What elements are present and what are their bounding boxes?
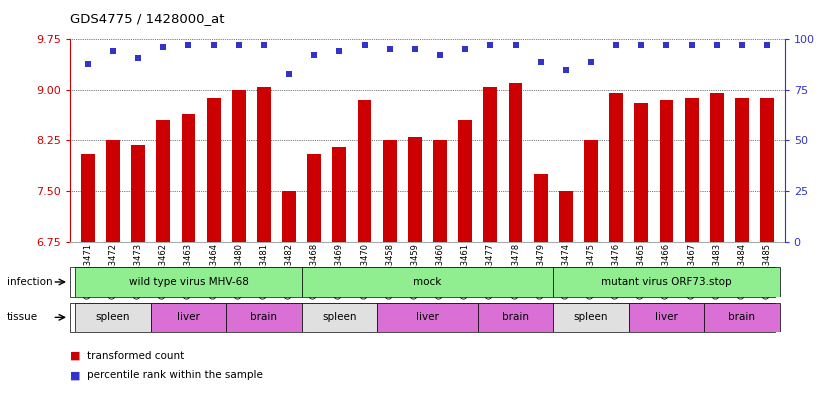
Text: tissue: tissue — [7, 312, 38, 322]
Point — [182, 42, 195, 48]
Text: brain: brain — [502, 312, 529, 322]
Text: liver: liver — [416, 312, 439, 322]
Bar — [156, 120, 170, 242]
Text: mock: mock — [413, 277, 442, 287]
Text: wild type virus MHV-68: wild type virus MHV-68 — [129, 277, 249, 287]
Bar — [659, 100, 673, 242]
Bar — [382, 140, 396, 242]
Bar — [553, 267, 780, 297]
Text: spleen: spleen — [322, 312, 357, 322]
Text: percentile rank within the sample: percentile rank within the sample — [87, 370, 263, 380]
Bar — [629, 303, 705, 332]
Point — [534, 59, 548, 65]
Bar — [131, 145, 145, 242]
Point — [232, 42, 245, 48]
Point — [710, 42, 724, 48]
Bar — [477, 303, 553, 332]
Bar — [685, 98, 699, 242]
Bar — [301, 303, 377, 332]
Point — [610, 42, 623, 48]
Bar — [301, 267, 553, 297]
Bar — [150, 303, 226, 332]
Point — [307, 52, 320, 59]
Point — [107, 48, 120, 55]
Bar — [553, 303, 629, 332]
Text: GDS4775 / 1428000_at: GDS4775 / 1428000_at — [70, 12, 225, 25]
Bar — [282, 191, 296, 242]
Bar — [358, 100, 372, 242]
Text: liver: liver — [655, 312, 678, 322]
Point — [383, 46, 396, 53]
Point — [634, 42, 648, 48]
Point — [660, 42, 673, 48]
Point — [484, 42, 497, 48]
Point — [434, 52, 447, 59]
Point — [761, 42, 774, 48]
Point — [358, 42, 371, 48]
Bar — [710, 93, 724, 242]
Bar — [760, 98, 774, 242]
Bar — [307, 154, 321, 242]
Point — [207, 42, 221, 48]
Bar — [257, 86, 271, 242]
Bar — [433, 140, 447, 242]
Point — [584, 59, 597, 65]
Text: mutant virus ORF73.stop: mutant virus ORF73.stop — [601, 277, 732, 287]
Text: spleen: spleen — [96, 312, 131, 322]
Point — [735, 42, 748, 48]
Bar — [182, 114, 196, 242]
Bar — [232, 90, 245, 242]
Bar — [226, 303, 301, 332]
Point — [333, 48, 346, 55]
Bar — [106, 140, 120, 242]
Bar — [483, 86, 497, 242]
Bar — [509, 83, 522, 242]
Point — [408, 46, 421, 53]
Point — [131, 54, 145, 61]
Text: spleen: spleen — [574, 312, 608, 322]
Text: brain: brain — [729, 312, 756, 322]
Text: ■: ■ — [70, 351, 84, 361]
Bar — [584, 140, 598, 242]
Bar — [610, 93, 623, 242]
Text: ■: ■ — [70, 370, 84, 380]
Bar — [75, 267, 301, 297]
Bar — [634, 103, 648, 242]
Point — [685, 42, 698, 48]
Text: brain: brain — [250, 312, 278, 322]
Bar — [534, 174, 548, 242]
Bar — [735, 98, 749, 242]
Point — [282, 71, 296, 77]
Bar — [81, 154, 95, 242]
Bar — [75, 303, 150, 332]
Bar — [333, 147, 346, 242]
Text: transformed count: transformed count — [87, 351, 184, 361]
Text: infection: infection — [7, 277, 52, 287]
Bar — [377, 303, 477, 332]
Point — [559, 66, 572, 73]
Point — [509, 42, 522, 48]
Text: liver: liver — [177, 312, 200, 322]
Bar — [206, 98, 221, 242]
Point — [81, 61, 94, 67]
Bar — [705, 303, 780, 332]
Bar — [408, 137, 422, 242]
Bar — [458, 120, 472, 242]
Bar — [559, 191, 572, 242]
Point — [157, 44, 170, 51]
Point — [258, 42, 271, 48]
Point — [458, 46, 472, 53]
